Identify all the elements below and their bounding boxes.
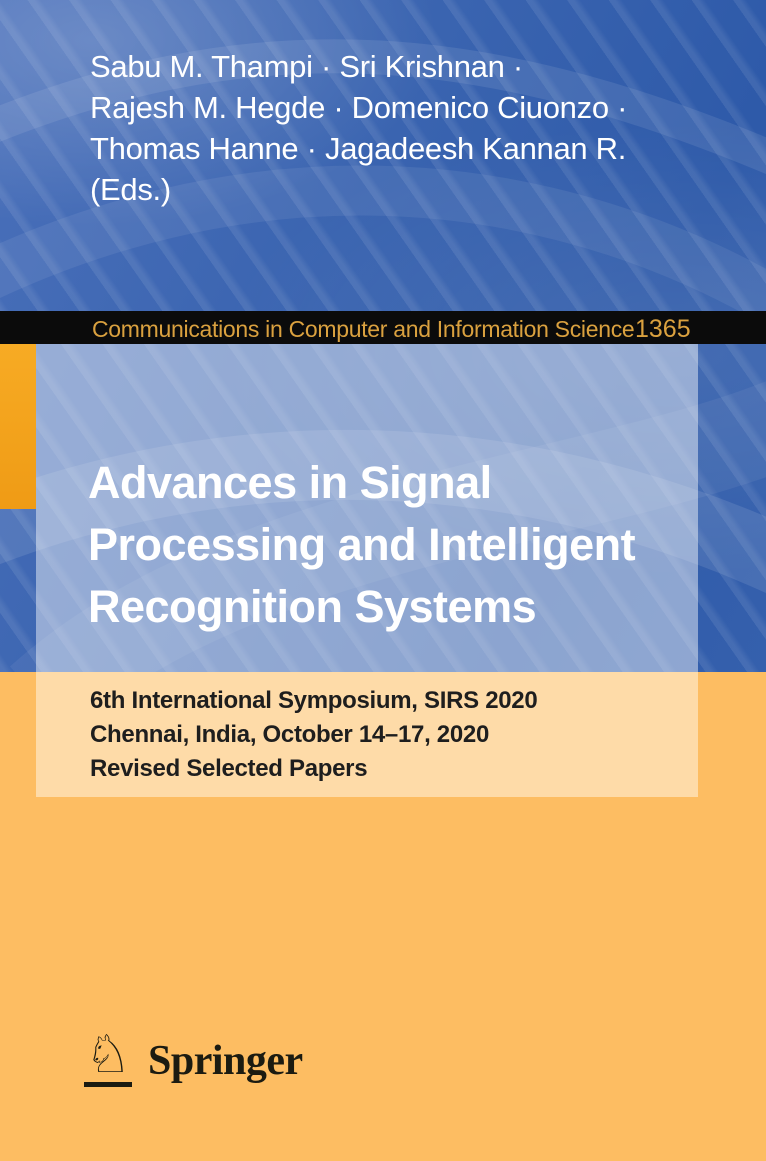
authors-block: Sabu M. Thampi · Sri Krishnan · Rajesh M… (90, 46, 627, 210)
subtitle-line: Chennai, India, October 14–17, 2020 (90, 721, 490, 748)
author-line: Thomas Hanne · Jagadeesh Kannan R. (90, 131, 627, 166)
knight-underline (84, 1082, 132, 1087)
translucent-title-panel (36, 344, 698, 797)
springer-knight-horse-icon: ♘ (84, 1025, 132, 1087)
author-line: Rajesh M. Hegde · Domenico Ciuonzo · (90, 90, 628, 125)
title-line: Recognition Systems (88, 581, 537, 632)
series-band: Communications in Computer and Informati… (0, 311, 766, 344)
series-name: Communications in Computer and Informati… (92, 316, 635, 342)
background-swoosh-decoration (0, 0, 766, 672)
title-line: Processing and Intelligent (88, 519, 636, 570)
editors-label: (Eds.) (90, 172, 171, 207)
publisher-name: Springer (148, 1038, 303, 1084)
orange-series-tab (0, 344, 36, 509)
knight-glyph: ♘ (84, 1025, 132, 1085)
author-line: Sabu M. Thampi · Sri Krishnan · (90, 49, 523, 84)
book-title: Advances in Signal Processing and Intell… (88, 452, 636, 638)
series-volume-number: 1365 (635, 315, 691, 343)
subtitle-line: 6th International Symposium, SIRS 2020 (90, 687, 538, 714)
title-line: Advances in Signal (88, 457, 492, 508)
subtitle-line: Revised Selected Papers (90, 755, 368, 782)
book-subtitle: 6th International Symposium, SIRS 2020 C… (90, 684, 538, 786)
cover-background-orange (0, 672, 766, 1161)
publisher-logo: ♘ Springer (84, 1025, 303, 1087)
